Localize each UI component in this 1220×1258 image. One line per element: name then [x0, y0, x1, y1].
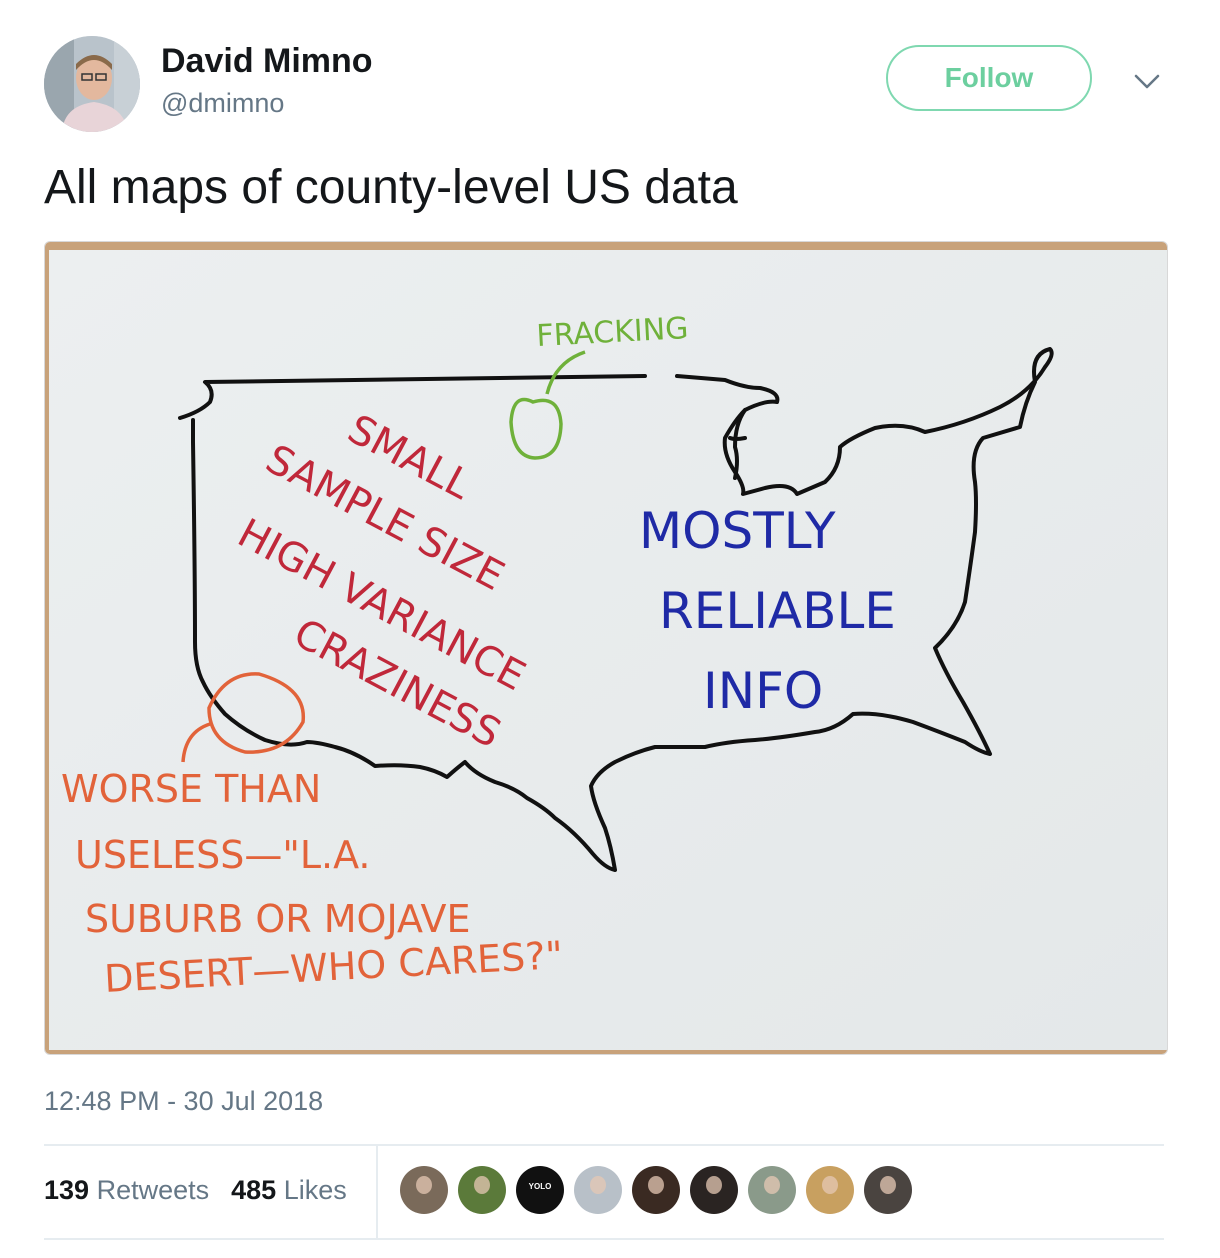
- liker-avatar-text: YOLO: [528, 1182, 552, 1191]
- liker-avatar-8[interactable]: [806, 1166, 854, 1214]
- author-name[interactable]: David Mimno: [161, 42, 373, 80]
- liker-avatar-face: [474, 1176, 490, 1194]
- retweets-stat[interactable]: 139 Retweets: [44, 1175, 209, 1206]
- tweet-text: All maps of county-level US data: [44, 161, 738, 214]
- liker-avatar-9[interactable]: [864, 1166, 912, 1214]
- us-outline: [178, 347, 1054, 872]
- tweet-photo[interactable]: FRACKING SMALL SAMPLE SIZE HIGH VARIANCE…: [44, 241, 1168, 1055]
- tweet-stats: 139 Retweets 485 Likes: [44, 1175, 369, 1206]
- liker-avatar-3[interactable]: YOLO: [516, 1166, 564, 1214]
- liker-avatar-face: [764, 1176, 780, 1194]
- retweets-label: Retweets: [96, 1175, 210, 1205]
- svg-text:RELIABLE: RELIABLE: [659, 582, 896, 640]
- svg-text:USELESS—"L.A.: USELESS—"L.A.: [75, 833, 371, 877]
- liker-avatar-face: [880, 1176, 896, 1194]
- retweets-count: 139: [44, 1175, 90, 1205]
- likes-count: 485: [231, 1175, 277, 1205]
- liker-avatar-4[interactable]: [574, 1166, 622, 1214]
- divider-top: [44, 1144, 1164, 1146]
- svg-text:INFO: INFO: [703, 662, 823, 720]
- svg-text:MOSTLY: MOSTLY: [639, 502, 836, 560]
- follow-button[interactable]: Follow: [886, 45, 1092, 111]
- liker-avatar-2[interactable]: [458, 1166, 506, 1214]
- stats-divider: [376, 1146, 378, 1238]
- liker-avatar-6[interactable]: [690, 1166, 738, 1214]
- svg-text:SUBURB OR MOJAVE: SUBURB OR MOJAVE: [85, 897, 471, 941]
- label-fracking: FRACKING: [536, 311, 690, 354]
- likes-stat[interactable]: 485 Likes: [231, 1175, 347, 1206]
- author-handle[interactable]: @dmimno: [161, 88, 285, 118]
- liker-avatar-face: [648, 1176, 664, 1194]
- liker-avatar-5[interactable]: [632, 1166, 680, 1214]
- liker-avatar-7[interactable]: [748, 1166, 796, 1214]
- liker-avatar-1[interactable]: [400, 1166, 448, 1214]
- liker-avatars: YOLO: [400, 1166, 922, 1214]
- liker-avatar-face: [416, 1176, 432, 1194]
- tweet-timestamp[interactable]: 12:48 PM - 30 Jul 2018: [44, 1086, 324, 1116]
- liker-avatar-face: [706, 1176, 722, 1194]
- liker-avatar-face: [590, 1176, 606, 1194]
- chevron-down-icon[interactable]: [1130, 66, 1164, 96]
- author-avatar[interactable]: [44, 36, 140, 132]
- label-blue: MOSTLY RELIABLE INFO: [639, 502, 896, 720]
- divider-bottom: [44, 1238, 1164, 1240]
- likes-label: Likes: [283, 1175, 347, 1205]
- liker-avatar-face: [822, 1176, 838, 1194]
- svg-text:WORSE THAN: WORSE THAN: [61, 767, 321, 811]
